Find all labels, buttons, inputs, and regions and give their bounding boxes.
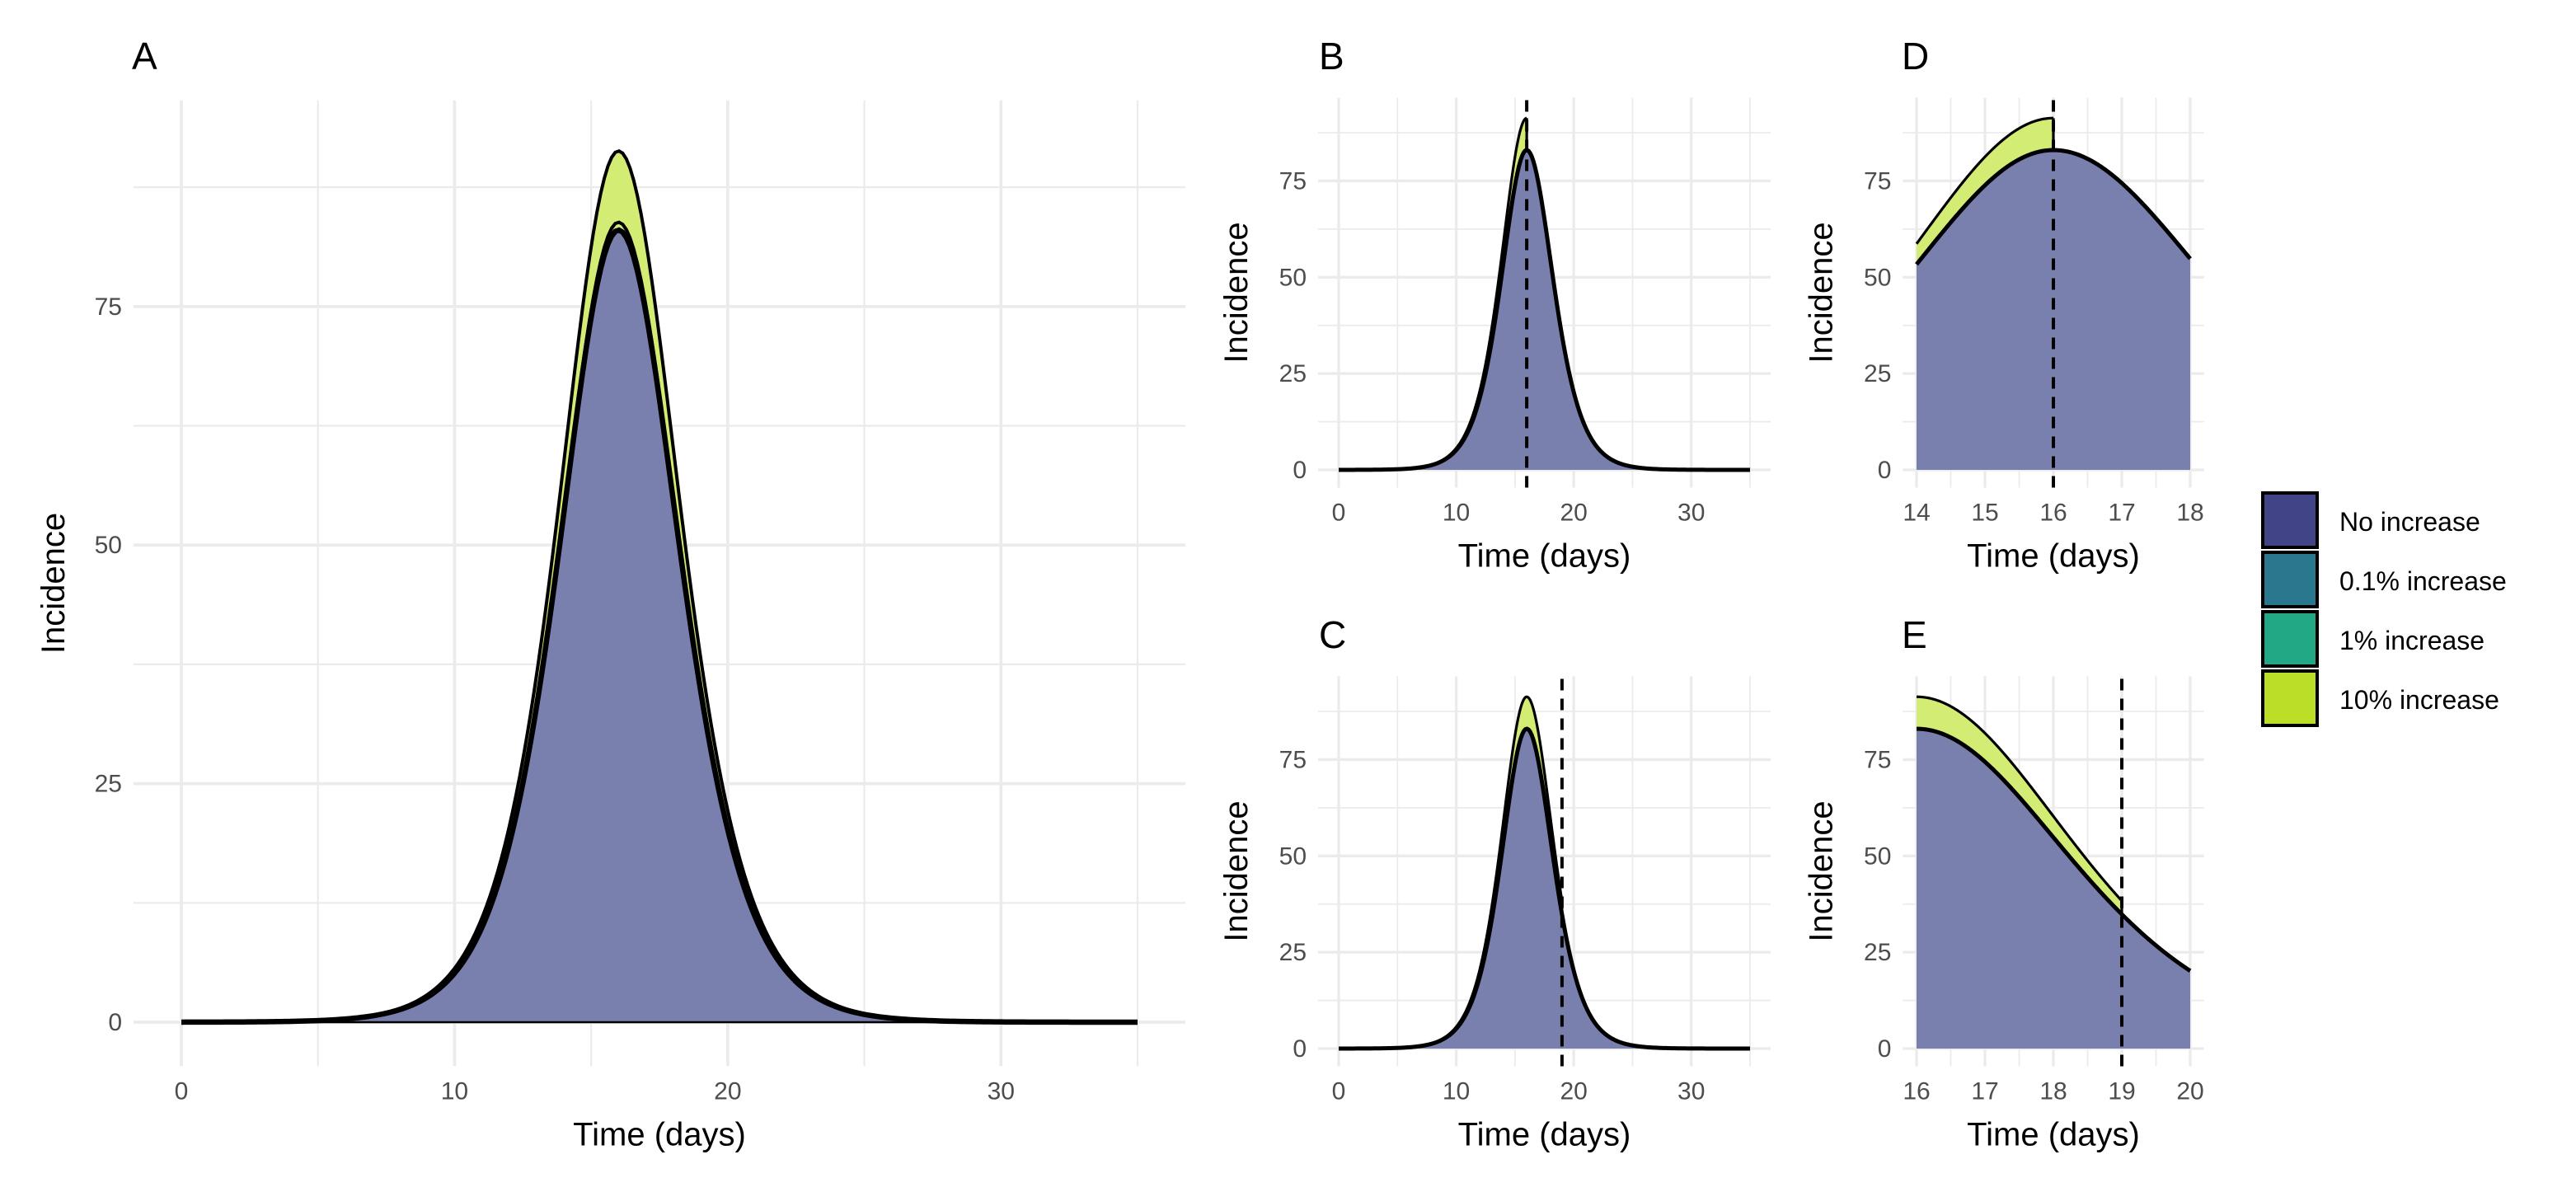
panel-e: 16 17 18 19 20 0 25 50 75 Time (days) Incidence E <box>1803 613 2203 1153</box>
x-tick-label: 16 <box>2039 500 2067 527</box>
x-tick-label: 10 <box>1443 500 1470 527</box>
area-no-increase <box>1339 150 1750 470</box>
y-axis-title: Incidence <box>1803 222 1839 363</box>
panel-a: 0 10 20 30 0 25 50 75 Time (days) Incidence A <box>35 35 1185 1152</box>
panel-tag: B <box>1319 35 1344 77</box>
x-tick-label: 0 <box>1332 500 1346 527</box>
y-tick-label: 75 <box>1864 746 1891 773</box>
line-10-increase <box>1915 116 2053 245</box>
legend-label-1-increase: 1% increase <box>2339 626 2485 655</box>
area-no-increase <box>1917 150 2190 470</box>
x-tick-label: 14 <box>1903 500 1930 527</box>
panel-d: 14 15 16 17 18 0 25 50 75 Time (days) Incidence D <box>1803 35 2203 575</box>
area-no-increase <box>1917 729 2190 1049</box>
y-tick-label: 50 <box>95 532 122 559</box>
x-tick-label: 17 <box>2108 500 2135 527</box>
y-tick-label: 75 <box>95 293 122 321</box>
panel-tag: C <box>1319 613 1346 656</box>
x-tick-label: 20 <box>1560 500 1587 527</box>
x-tick-label: 20 <box>2176 1078 2203 1105</box>
line-no-increase <box>1339 726 1751 1051</box>
legend-swatch-0-1-increase <box>2261 551 2319 608</box>
x-tick-label: 18 <box>2039 1078 2067 1105</box>
y-tick-label: 75 <box>1279 746 1307 773</box>
y-axis-title: Incidence <box>1218 800 1255 941</box>
area-no-increase <box>181 230 1138 1023</box>
x-axis-title: Time (days) <box>1458 538 1631 575</box>
x-axis-title: Time (days) <box>1967 1117 2140 1153</box>
y-tick-label: 50 <box>1864 842 1891 870</box>
panel-c: 0 10 20 30 0 25 50 75 Time (days) Incidence C <box>1218 613 1771 1153</box>
panels: 0 10 20 30 0 25 50 75 Time (days) Incidence A 0 10 20… <box>35 35 2204 1153</box>
area-10-increase <box>1917 118 2053 265</box>
y-tick-label: 0 <box>108 1009 122 1036</box>
legend-swatch-1-increase <box>2261 610 2319 668</box>
y-tick-label: 25 <box>95 771 122 798</box>
y-tick-label: 50 <box>1279 264 1307 291</box>
legend-label-no-increase: No increase <box>2339 507 2480 537</box>
x-tick-label: 20 <box>714 1077 741 1105</box>
panel-tag: E <box>1902 613 1927 656</box>
y-tick-label: 50 <box>1279 842 1307 870</box>
y-tick-label: 25 <box>1864 939 1891 966</box>
legend-label-10-increase: 10% increase <box>2339 685 2499 715</box>
y-tick-label: 50 <box>1864 264 1891 291</box>
x-tick-label: 30 <box>1677 500 1705 527</box>
x-tick-label: 18 <box>2176 500 2203 527</box>
y-axis-title: Incidence <box>1218 222 1255 363</box>
area-no-increase <box>1339 729 1750 1049</box>
y-tick-label: 0 <box>1878 457 1892 484</box>
y-axis-title: Incidence <box>35 513 72 654</box>
y-tick-label: 0 <box>1293 1035 1307 1063</box>
x-axis-title: Time (days) <box>1967 538 2140 575</box>
y-tick-label: 25 <box>1864 360 1891 387</box>
panel-tag: A <box>132 35 157 77</box>
legend-swatch-10-increase <box>2261 669 2319 727</box>
x-axis-title: Time (days) <box>1458 1117 1631 1153</box>
y-tick-label: 0 <box>1878 1035 1892 1063</box>
x-tick-label: 10 <box>441 1077 468 1105</box>
legend-swatch-no-increase <box>2261 491 2319 549</box>
line-no-increase <box>1339 148 1751 472</box>
x-tick-label: 30 <box>988 1077 1015 1105</box>
x-tick-label: 17 <box>1971 1078 1998 1105</box>
x-tick-label: 0 <box>1332 1078 1346 1105</box>
x-tick-label: 20 <box>1560 1078 1587 1105</box>
x-tick-label: 16 <box>1903 1078 1930 1105</box>
x-tick-label: 10 <box>1443 1078 1470 1105</box>
legend: No increase 0.1% increase 1% increase 10… <box>2261 491 2507 727</box>
x-tick-label: 19 <box>2108 1078 2135 1105</box>
line-10-increase <box>1916 695 2123 902</box>
y-tick-label: 25 <box>1279 360 1307 387</box>
x-tick-label: 15 <box>1971 500 1998 527</box>
y-tick-label: 25 <box>1279 939 1307 966</box>
y-tick-label: 0 <box>1293 457 1307 484</box>
panel-tag: D <box>1902 35 1929 77</box>
legend-label-0-1-increase: 0.1% increase <box>2339 566 2507 596</box>
panel-b: 0 10 20 30 0 25 50 75 Time (days) Incidence B <box>1218 35 1771 575</box>
x-tick-label: 0 <box>175 1077 189 1105</box>
line-no-increase <box>1916 726 2192 973</box>
x-tick-label: 30 <box>1677 1078 1705 1105</box>
y-tick-label: 75 <box>1279 167 1307 195</box>
y-axis-title: Incidence <box>1803 800 1839 941</box>
y-tick-label: 75 <box>1864 167 1891 195</box>
x-axis-title: Time (days) <box>573 1116 746 1152</box>
